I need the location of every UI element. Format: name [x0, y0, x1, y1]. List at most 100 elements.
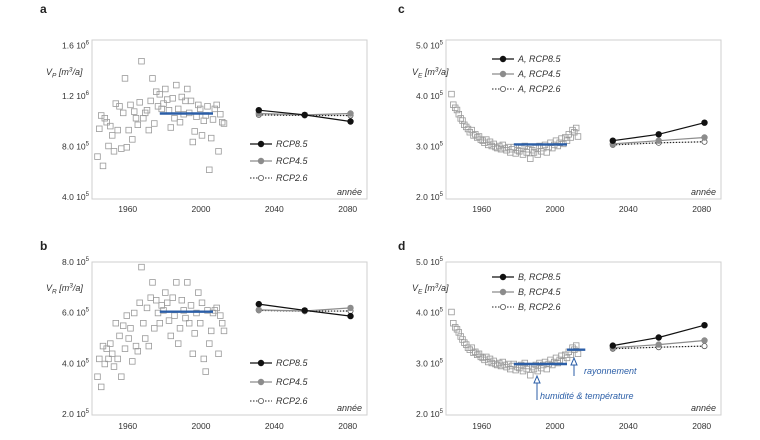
- series-point-rcp85: [655, 131, 662, 138]
- observed-point: [202, 368, 209, 375]
- y-axis-label: VR [m3/a]: [46, 283, 83, 296]
- observed-point: [451, 104, 459, 111]
- x-axis-label: année: [691, 187, 716, 197]
- observed-point: [196, 319, 204, 327]
- filled-black-circle-icon: [257, 359, 265, 367]
- observed-point: [134, 347, 141, 355]
- x-tick-label: 2000: [546, 421, 565, 431]
- x-axis-label: année: [691, 403, 716, 413]
- observed-point: [121, 75, 129, 82]
- legend-label: RCP8.5: [276, 139, 309, 149]
- series-point-rcp45: [347, 304, 354, 312]
- y-tick-labels: 4.0 105 8.0 105 1.2 106 1.6 106: [62, 41, 90, 203]
- observed-point: [173, 279, 180, 286]
- x-tick-label: 2000: [546, 204, 565, 214]
- observed-point: [120, 109, 127, 117]
- y-tick-label: 2.0 105: [416, 192, 444, 202]
- observed-point: [527, 155, 534, 162]
- observed-point: [127, 325, 134, 332]
- x-tick-label: 2080: [338, 421, 357, 431]
- observed-point: [196, 105, 204, 113]
- observed-point: [220, 327, 228, 335]
- y-tick-label: 5.0 105: [416, 257, 444, 267]
- observed-point: [506, 149, 514, 156]
- x-tick-label: 2080: [692, 204, 711, 214]
- observed-point: [479, 354, 486, 362]
- observed-point: [508, 145, 516, 153]
- observed-point: [574, 133, 582, 140]
- observed-point: [162, 85, 169, 93]
- observed-point: [217, 312, 224, 319]
- observed-point: [109, 350, 116, 357]
- series-point-rcp45: [347, 110, 354, 117]
- y-tick-label: 2.0 105: [416, 409, 444, 419]
- open-circle-icon: [499, 303, 506, 310]
- panel-b: b VR [m3/a] 2.0 105 4.0 105 6.0 105 8.0 …: [40, 239, 368, 431]
- x-tick-label: 2080: [338, 204, 357, 214]
- observed-point: [455, 111, 462, 118]
- observed-point: [129, 136, 136, 143]
- observed-point: [101, 360, 108, 368]
- observed-point: [178, 93, 185, 101]
- x-tick-labels: 1960 2000 2040 2080: [118, 204, 357, 214]
- series-point-rcp85: [301, 307, 308, 314]
- observed-point: [143, 107, 151, 114]
- series-point-rcp85: [301, 111, 308, 119]
- observed-point: [178, 296, 185, 304]
- observed-point: [163, 299, 171, 306]
- observed-point: [501, 144, 508, 152]
- observed-point: [195, 101, 202, 109]
- observed-point: [213, 101, 220, 109]
- observed-point: [118, 373, 125, 380]
- observed-point: [512, 150, 519, 157]
- observed-point: [191, 128, 198, 135]
- series-point-rcp85: [255, 107, 262, 114]
- x-tick-label: 2000: [192, 421, 211, 431]
- observed-point: [169, 294, 176, 301]
- x-tick-label: 2040: [265, 421, 284, 431]
- observed-point: [479, 137, 486, 144]
- observed-point: [140, 319, 147, 327]
- legend-item-rcp85: RCP8.5: [250, 139, 309, 149]
- legend-item-rcp26: RCP2.6: [250, 396, 308, 406]
- filled-grey-circle-icon: [499, 70, 507, 78]
- panel-a: a VP [m3/a] 4.0 105 8.0 105 1.2 106 1.6 …: [40, 2, 368, 214]
- observed-point: [193, 113, 200, 120]
- y-tick-label: 2.0 105: [62, 409, 90, 419]
- panel-letter: c: [398, 2, 405, 16]
- observed-point: [165, 107, 173, 114]
- observed-point: [189, 350, 196, 357]
- observed-point: [114, 126, 121, 134]
- observed-point: [121, 345, 129, 352]
- series-point-rcp85: [655, 334, 662, 341]
- observed-point: [120, 322, 127, 329]
- observed-point: [132, 342, 140, 350]
- y-tick-label: 1.2 106: [62, 91, 90, 101]
- x-axis-label: année: [337, 403, 362, 413]
- observed-point: [527, 371, 534, 379]
- observed-point: [459, 117, 466, 124]
- plot-frame: [445, 261, 722, 416]
- legend: RCP8.5 RCP4.5 RCP2.6: [250, 139, 309, 183]
- observed-point: [451, 324, 459, 331]
- observed-point: [198, 132, 206, 139]
- panel-letter: b: [40, 239, 47, 253]
- observed-point: [448, 308, 455, 316]
- legend-label: A, RCP4.5: [517, 69, 562, 79]
- observed-point: [165, 317, 173, 324]
- legend-label: RCP4.5: [276, 156, 309, 166]
- legend: A, RCP8.5 A, RCP4.5 A, RCP2.6: [492, 54, 562, 94]
- observed-point: [193, 309, 200, 317]
- filled-grey-circle-icon: [257, 378, 265, 386]
- legend: RCP8.5 RCP4.5 RCP2.6: [250, 358, 309, 406]
- x-tick-labels: 1960 2000 2040 2080: [472, 421, 711, 431]
- observed-point: [162, 289, 169, 296]
- observed-point: [152, 296, 160, 304]
- observed-point: [103, 119, 110, 126]
- observed-point: [151, 325, 158, 332]
- observed-point: [187, 97, 195, 105]
- observed-point: [180, 307, 187, 314]
- observed-point: [118, 145, 125, 152]
- legend-label: B, RCP2.6: [518, 302, 561, 312]
